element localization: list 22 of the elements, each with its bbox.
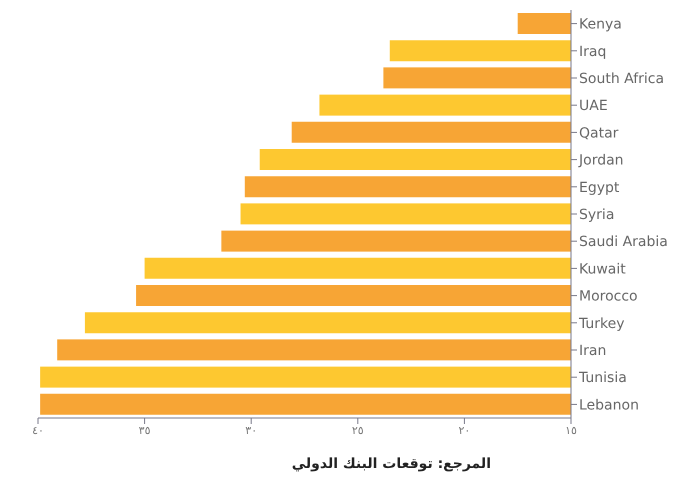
x-tick-label: ٢٥ <box>352 424 364 437</box>
y-tick-label: Tunisia <box>578 370 627 386</box>
x-tick-label: ١٥ <box>565 424 577 437</box>
y-tick-label: Kenya <box>579 16 622 33</box>
x-tick-label: ٢٠ <box>458 424 470 437</box>
y-tick-label: Turkey <box>578 316 625 332</box>
x-tick-label: ٣٠ <box>245 424 258 437</box>
y-tick-label: Syria <box>579 206 614 223</box>
y-tick-label: Morocco <box>579 288 638 305</box>
y-tick-label: Saudi Arabia <box>579 234 668 250</box>
y-tick-label: Qatar <box>579 125 619 142</box>
x-tick-label: ٤٠ <box>32 424 44 437</box>
y-tick-label: Iraq <box>579 44 606 60</box>
y-tick-label: Jordan <box>578 152 624 169</box>
y-tick-label: UAE <box>579 98 608 114</box>
y-tick-label: Iran <box>579 342 606 359</box>
y-tick-label: Lebanon <box>579 397 639 414</box>
text: المرجع: توقعات البنك الدولي <box>292 456 491 472</box>
x-tick-label: ٣٥ <box>138 424 151 437</box>
y-tick-label: South Africa <box>579 70 664 87</box>
y-tick-label: Kuwait <box>579 261 626 278</box>
y-tick-label: Egypt <box>579 180 620 196</box>
